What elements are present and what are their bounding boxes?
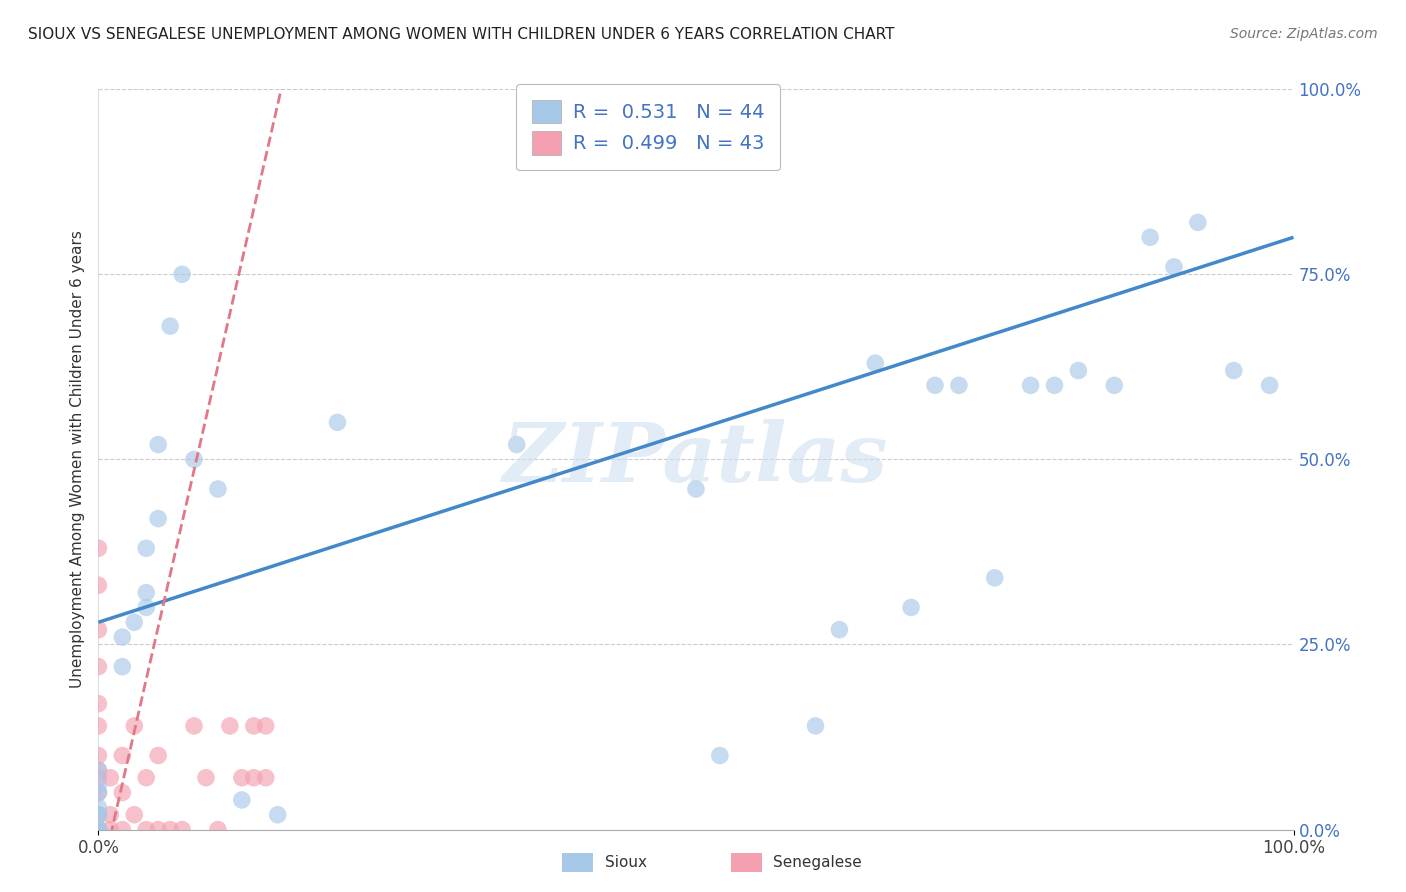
Point — [172, 822, 194, 837]
Text: Senegalese: Senegalese — [773, 855, 862, 870]
Point — [111, 822, 134, 837]
Point — [87, 822, 110, 837]
Point — [804, 719, 827, 733]
Point — [254, 719, 277, 733]
Point — [183, 719, 205, 733]
Point — [87, 771, 110, 785]
Point — [87, 822, 110, 837]
Point — [87, 822, 110, 837]
Point — [87, 807, 110, 822]
Point — [87, 822, 110, 837]
Point — [87, 778, 110, 792]
Point — [148, 437, 170, 451]
Point — [148, 748, 170, 763]
Point — [267, 807, 290, 822]
Y-axis label: Unemployment Among Women with Children Under 6 years: Unemployment Among Women with Children U… — [69, 230, 84, 689]
Point — [506, 437, 529, 451]
Legend: R =  0.531   N = 44, R =  0.499   N = 43: R = 0.531 N = 44, R = 0.499 N = 43 — [516, 84, 780, 170]
Point — [87, 822, 110, 837]
Point — [1187, 215, 1209, 229]
Text: ZIPatlas: ZIPatlas — [503, 419, 889, 500]
Point — [1258, 378, 1281, 392]
Point — [87, 786, 110, 800]
Point — [124, 615, 146, 630]
Point — [87, 541, 110, 556]
Point — [87, 578, 110, 592]
Point — [135, 600, 157, 615]
Point — [111, 630, 134, 644]
Point — [231, 771, 253, 785]
Point — [685, 482, 707, 496]
Point — [87, 764, 110, 778]
Point — [111, 786, 134, 800]
Point — [135, 771, 157, 785]
Point — [135, 585, 157, 599]
Point — [87, 659, 110, 673]
Point — [865, 356, 887, 370]
Point — [159, 319, 181, 334]
Point — [135, 541, 157, 556]
Point — [135, 822, 157, 837]
Point — [709, 748, 731, 763]
Point — [87, 800, 110, 814]
Point — [948, 378, 970, 392]
Point — [243, 719, 266, 733]
Point — [124, 807, 146, 822]
Point — [98, 807, 122, 822]
Point — [87, 623, 110, 637]
Point — [87, 822, 110, 837]
Text: Source: ZipAtlas.com: Source: ZipAtlas.com — [1230, 27, 1378, 41]
Point — [111, 748, 134, 763]
Point — [87, 764, 110, 778]
Point — [195, 771, 218, 785]
Point — [87, 822, 110, 837]
Point — [111, 659, 134, 673]
Point — [828, 623, 851, 637]
Point — [207, 482, 229, 496]
Point — [254, 771, 277, 785]
Point — [1104, 378, 1126, 392]
Point — [87, 719, 110, 733]
Point — [98, 771, 122, 785]
Point — [87, 822, 110, 837]
Text: Sioux: Sioux — [605, 855, 647, 870]
Point — [124, 719, 146, 733]
Point — [984, 571, 1007, 585]
Point — [87, 748, 110, 763]
Point — [183, 452, 205, 467]
Point — [900, 600, 922, 615]
Point — [1163, 260, 1185, 274]
Point — [326, 415, 349, 429]
Point — [98, 822, 122, 837]
Point — [87, 807, 110, 822]
Point — [87, 822, 110, 837]
Point — [1139, 230, 1161, 244]
Point — [172, 268, 194, 282]
Point — [87, 786, 110, 800]
Point — [159, 822, 181, 837]
Point — [231, 793, 253, 807]
Point — [1043, 378, 1066, 392]
Point — [1067, 363, 1090, 377]
Point — [243, 771, 266, 785]
Point — [87, 822, 110, 837]
Point — [207, 822, 229, 837]
Point — [1019, 378, 1042, 392]
Point — [148, 511, 170, 525]
Point — [87, 697, 110, 711]
Point — [87, 807, 110, 822]
Point — [87, 822, 110, 837]
Point — [924, 378, 946, 392]
Point — [1223, 363, 1246, 377]
Point — [87, 822, 110, 837]
Point — [219, 719, 242, 733]
Text: SIOUX VS SENEGALESE UNEMPLOYMENT AMONG WOMEN WITH CHILDREN UNDER 6 YEARS CORRELA: SIOUX VS SENEGALESE UNEMPLOYMENT AMONG W… — [28, 27, 894, 42]
Point — [148, 822, 170, 837]
Point — [87, 822, 110, 837]
